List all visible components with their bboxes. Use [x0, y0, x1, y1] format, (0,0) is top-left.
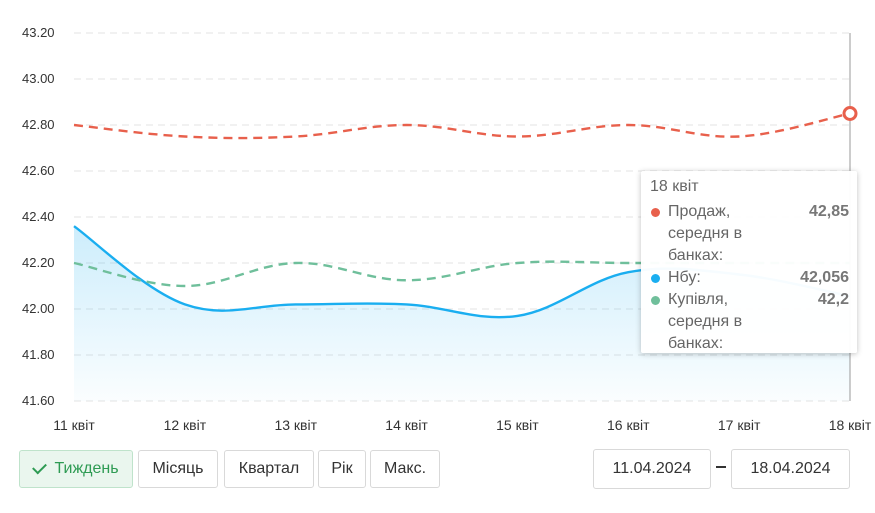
y-tick-label: 41.60: [22, 393, 55, 408]
tooltip-row-sell: Продаж, середня в банках: 42,85: [650, 201, 849, 267]
tooltip-row-buy: Купівля, середня в банках: 42,2: [650, 289, 849, 355]
date-from-field[interactable]: 11.04.2024: [593, 449, 711, 489]
y-tick-label: 43.20: [22, 25, 55, 40]
x-tick-label: 17 квіт: [718, 417, 761, 433]
x-tick-label: 14 квіт: [385, 417, 428, 433]
tooltip-series-value: 42,056: [800, 269, 849, 286]
x-tick-label: 11 квіт: [53, 417, 95, 433]
hover-marker: [842, 106, 858, 121]
period-month-button[interactable]: Місяць: [138, 450, 218, 488]
period-label: Макс.: [383, 460, 427, 477]
period-label: Тиждень: [54, 460, 119, 477]
period-label: Місяць: [152, 460, 204, 477]
y-tick-label: 42.20: [22, 255, 55, 270]
period-week-button[interactable]: Тиждень: [19, 450, 133, 488]
x-tick-label: 15 квіт: [496, 417, 539, 433]
period-label: Рік: [331, 460, 353, 477]
y-tick-label: 43.00: [22, 71, 55, 86]
y-tick-label: 42.60: [22, 163, 55, 178]
tooltip-series-name: Продаж, середня в банках:: [668, 203, 743, 264]
date-range-separator: [716, 466, 726, 468]
period-year-button[interactable]: Рік: [318, 450, 366, 488]
tooltip-series-name: Нбу:: [668, 269, 701, 286]
tooltip-row-nbu: Нбу: 42,056: [650, 267, 849, 289]
tooltip-series-value: 42,2: [817, 291, 849, 308]
x-tick-label: 12 квіт: [164, 417, 207, 433]
legend-dot-icon: [651, 296, 660, 305]
legend-dot-icon: [651, 208, 660, 217]
y-tick-label: 41.80: [22, 347, 55, 362]
period-label: Квартал: [238, 460, 300, 477]
chart-tooltip: 18 квіт Продаж, середня в банках: 42,85 …: [641, 171, 857, 353]
check-icon: [32, 459, 48, 475]
period-max-button[interactable]: Макс.: [370, 450, 440, 488]
x-tick-label: 16 квіт: [607, 417, 650, 433]
series-line-0: [73, 112, 851, 140]
legend-dot-icon: [651, 274, 660, 283]
tooltip-series-name: Купівля, середня в банках:: [668, 291, 743, 352]
tooltip-series-value: 42,85: [808, 203, 849, 220]
tooltip-date: 18 квіт: [650, 178, 699, 195]
date-to-field[interactable]: 18.04.2024: [731, 449, 850, 489]
y-tick-label: 42.00: [22, 301, 55, 316]
x-tick-label: 13 квіт: [274, 417, 317, 433]
period-quarter-button[interactable]: Квартал: [224, 450, 314, 488]
x-tick-label: 18 квіт: [829, 417, 872, 433]
y-tick-label: 42.80: [22, 117, 55, 132]
y-tick-label: 42.40: [22, 209, 55, 224]
